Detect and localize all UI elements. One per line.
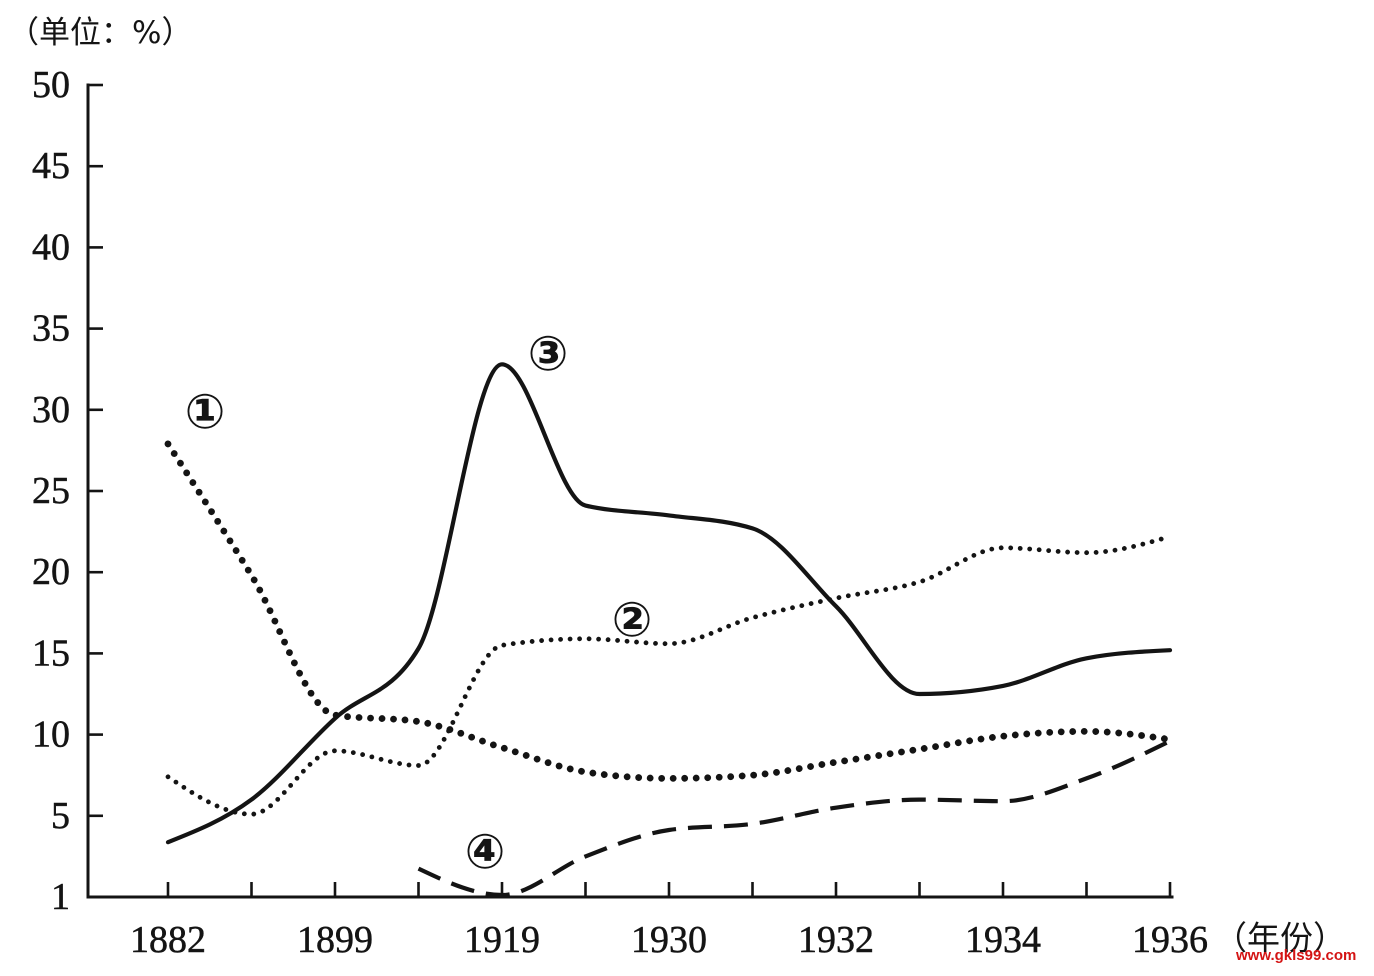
series-label-1: ① [185,384,226,440]
series-layer [164,362,1174,898]
y-tick-label: 30 [32,389,70,431]
y-tick-label: 5 [51,795,70,837]
x-axis-label: （年份） [1214,919,1346,958]
y-tick-label: 25 [32,470,70,512]
y-tick-label: 10 [32,714,70,756]
y-tick-label: 40 [32,226,70,268]
y-tick-label: 45 [32,145,70,187]
x-tick-label: 1899 [297,919,373,961]
x-tick-label: 1919 [464,919,540,961]
y-tick-label: 35 [32,308,70,350]
series-line-3 [165,362,1173,845]
x-tick-label: 1930 [631,919,707,961]
watermark: www.gkls99.com [1235,947,1356,964]
x-tick-label: 1936 [1132,919,1208,961]
y-tick-label: 1 [51,876,70,918]
x-axis-ticks: 1882 1899 1919 1930 1932 1934 1936 [130,882,1208,961]
x-tick-label: 1932 [798,919,874,961]
series-label-2: ② [612,592,653,648]
y-tick-label: 50 [32,64,70,106]
series-label-3: ③ [528,326,569,382]
y-tick-label: 15 [32,632,70,674]
y-axis-unit-label: （单位：%） [8,15,192,51]
series-line-1 [164,440,1174,782]
series-line-2 [165,534,1173,817]
series-label-4: ④ [465,824,506,880]
x-tick-label: 1882 [130,919,206,961]
x-tick-label: 1934 [965,919,1041,961]
y-tick-label: 20 [32,551,70,593]
